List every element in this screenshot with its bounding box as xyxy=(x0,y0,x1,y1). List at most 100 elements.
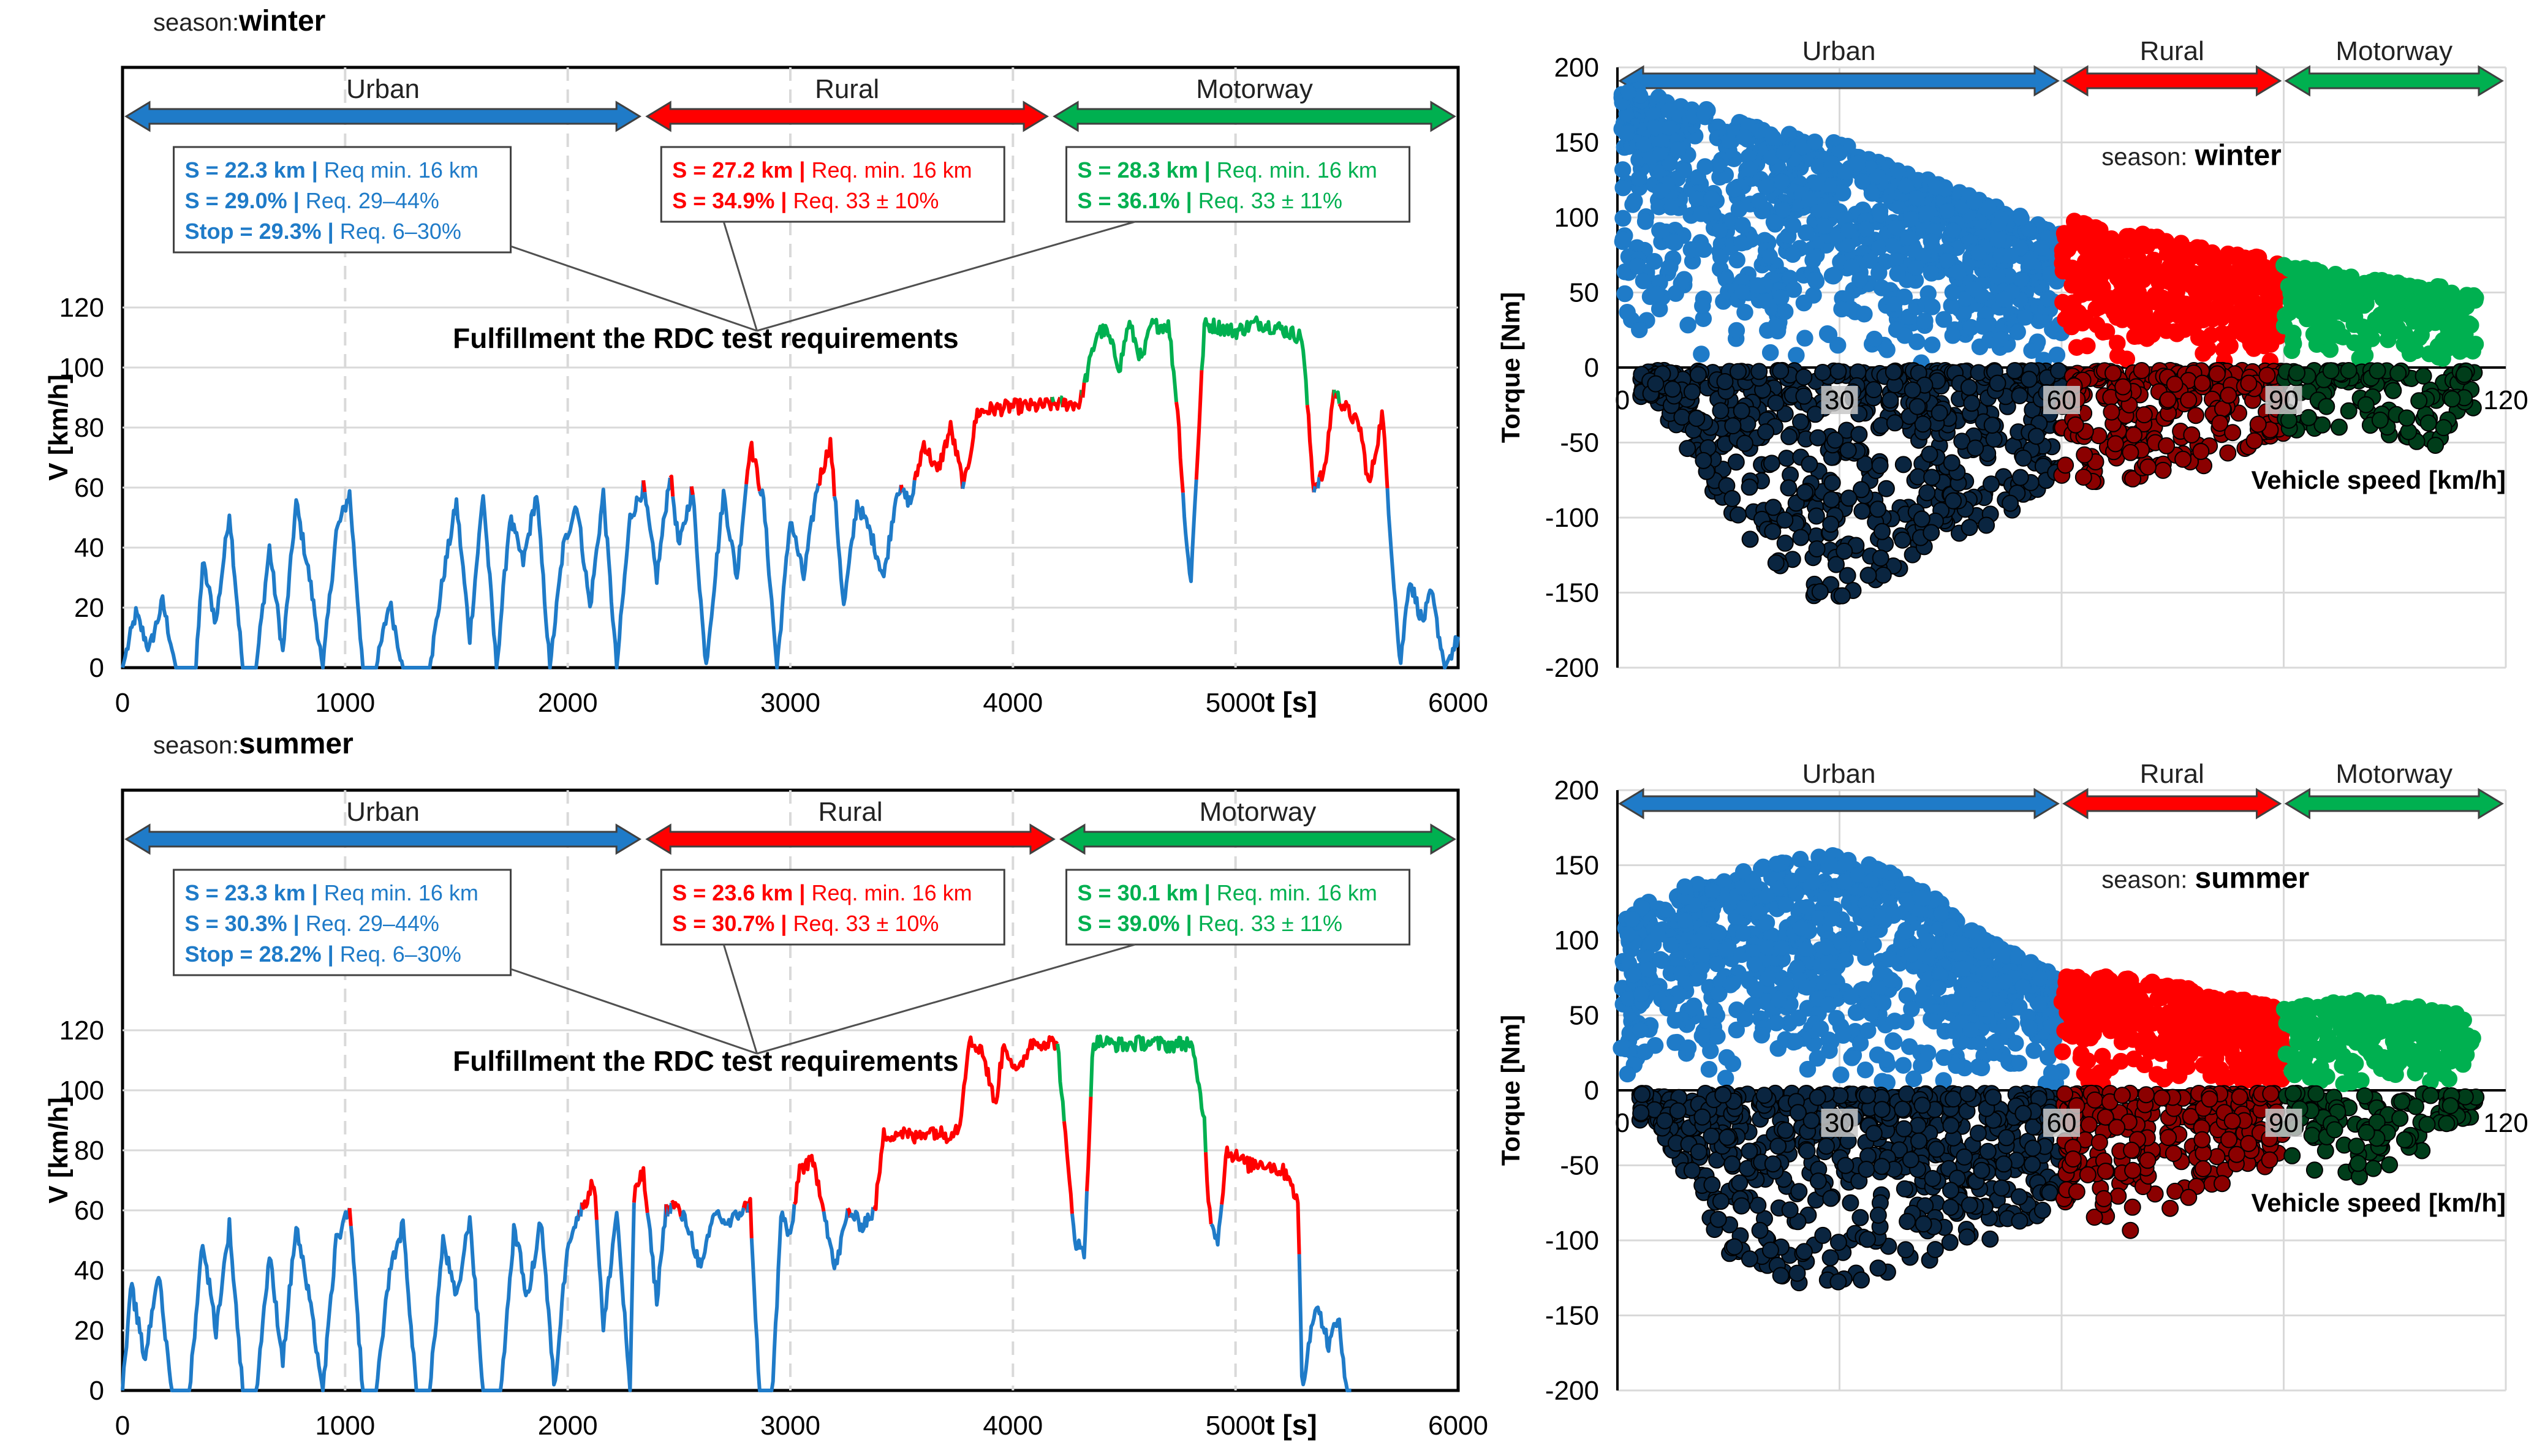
y-tick-label: -100 xyxy=(1545,503,1599,533)
scatter-point-urban xyxy=(1733,234,1750,252)
scatter-point-urban xyxy=(2040,1049,2057,1066)
scatter-point-motorway xyxy=(2367,1011,2384,1028)
scatter-point-urban xyxy=(1871,206,1889,224)
scatter-point-rural-neg xyxy=(2067,416,2084,434)
scatter-point-urban xyxy=(1966,194,1984,211)
annotation-requirement: Req. 33 ± 11% xyxy=(1192,911,1342,936)
annotation-value: S = 39.0% | xyxy=(1078,911,1192,937)
x-tick-label: 30 xyxy=(1825,385,1855,415)
y-tick-label: 100 xyxy=(59,353,104,383)
scatter-point-urban xyxy=(1792,919,1809,937)
scatter-point-urban-neg xyxy=(1853,1271,1870,1289)
scatter-point-urban xyxy=(1844,1049,1861,1066)
scatter-point-urban xyxy=(1734,924,1752,942)
phase-label: Urban xyxy=(1802,759,1876,789)
scatter-point-urban-neg xyxy=(1958,1228,1976,1246)
scatter-point-urban xyxy=(1688,190,1706,208)
scatter-point-motorway xyxy=(2417,1051,2435,1068)
scatter-point-urban-neg xyxy=(2011,1212,2029,1230)
scatter-point-rural-neg xyxy=(2133,362,2150,379)
annotation-line: Stop = 28.2% | Req. 6–30% xyxy=(185,941,461,967)
scatter-point-urban xyxy=(1856,306,1873,323)
scatter-point-urban xyxy=(1646,253,1663,270)
annotation-requirement: Req. 29–44% xyxy=(300,188,439,213)
scatter-point-urban xyxy=(1951,935,1968,952)
scatter-point-urban xyxy=(1807,271,1824,289)
phase-label: Rural xyxy=(2140,759,2204,789)
scatter-point-urban-neg xyxy=(1741,530,1759,548)
scatter-point-rural xyxy=(2112,1052,2130,1070)
annotation-line: S = 27.2 km | Req. min. 16 km xyxy=(672,157,972,183)
scatter-point-motorway xyxy=(2353,1072,2370,1089)
scatter-point-urban xyxy=(1915,889,1932,907)
scatter-point-urban xyxy=(1708,955,1726,973)
scatter-point-motorway xyxy=(2342,268,2360,285)
scatter-point-urban-neg xyxy=(1777,1122,1794,1139)
scatter-point-rural xyxy=(2105,299,2122,316)
scatter-point-motorway xyxy=(2455,1047,2473,1064)
scatter-point-urban-neg xyxy=(1763,455,1780,472)
scatter-point-rural xyxy=(2068,228,2086,246)
speed-trace-segment xyxy=(901,480,917,508)
scatter-point-motorway xyxy=(2433,1004,2450,1021)
scatter-point-rural xyxy=(2169,293,2186,311)
season-name: winter xyxy=(2195,139,2282,172)
scatter-point-urban-neg xyxy=(1874,522,1891,540)
scatter-point-rural xyxy=(2233,256,2250,274)
scatter-point-urban xyxy=(1735,128,1753,146)
y-tick-label: 0 xyxy=(89,653,104,683)
fulfillment-label: Fulfillment the RDC test requirements xyxy=(453,1045,959,1077)
scatter-point-urban-neg xyxy=(1823,474,1841,492)
scatter-point-urban-neg xyxy=(1989,374,2006,392)
scatter-point-urban-neg xyxy=(1904,381,1921,399)
scatter-point-urban-neg xyxy=(1839,442,1857,459)
annotation-value: S = 22.3 km | xyxy=(185,157,318,183)
scatter-point-urban xyxy=(1764,129,1782,146)
y-tick-label: 80 xyxy=(74,413,104,443)
scatter-point-urban-neg xyxy=(1981,1230,1999,1248)
scatter-point-urban-neg xyxy=(1688,410,1706,427)
scatter-point-urban-neg xyxy=(1712,1193,1730,1210)
scatter-point-urban xyxy=(1923,232,1940,250)
scatter-point-rural-neg xyxy=(2208,365,2226,383)
y-tick-label: 60 xyxy=(74,473,104,503)
scatter-point-urban xyxy=(1989,232,2006,249)
scatter-point-urban-neg xyxy=(1885,363,1902,381)
scatter-point-urban-neg xyxy=(1693,1108,1711,1126)
scatter-point-urban xyxy=(1679,316,1696,334)
scatter-point-urban xyxy=(1927,178,1945,195)
scatter-point-urban-neg xyxy=(1751,1221,1769,1239)
annotation-line: S = 30.3% | Req. 29–44% xyxy=(185,911,439,937)
scatter-point-urban xyxy=(1889,162,1907,179)
y-tick-label: 200 xyxy=(1554,53,1599,83)
scatter-point-urban xyxy=(1635,272,1652,290)
scatter-point-rural xyxy=(2103,1001,2120,1019)
scatter-point-urban-neg xyxy=(1923,524,1940,541)
scatter-point-urban xyxy=(2021,1019,2038,1036)
x-tick-label: 3000 xyxy=(760,1411,820,1441)
scatter-point-urban-neg xyxy=(1727,453,1745,471)
scatter-point-motorway xyxy=(2381,1064,2398,1082)
scatter-point-urban xyxy=(1823,155,1840,172)
scatter-point-urban xyxy=(1897,923,1915,940)
scatter-point-urban-neg xyxy=(1814,1226,1832,1244)
speed-trace-segment xyxy=(690,484,749,665)
scatter-point-rural-neg xyxy=(2159,391,2177,409)
x-tick-label: 3000 xyxy=(760,688,820,718)
scatter-point-urban-neg xyxy=(1985,430,2003,448)
scatter-point-motorway-neg xyxy=(2340,402,2358,420)
scatter-point-urban xyxy=(1923,336,1941,353)
scatter-point-urban-neg xyxy=(1924,1170,1942,1187)
scatter-point-urban xyxy=(1916,312,1934,330)
season-label: season: xyxy=(153,732,239,759)
scatter-point-urban xyxy=(1616,285,1633,303)
scatter-point-urban xyxy=(1880,951,1897,968)
scatter-point-urban xyxy=(1954,960,1971,978)
scatter-point-urban xyxy=(1785,281,1802,298)
scatter-point-urban-neg xyxy=(2006,362,2024,380)
y-tick-label: 20 xyxy=(74,1316,104,1346)
y-tick-label: 150 xyxy=(1554,851,1599,881)
scatter-point-rural-neg xyxy=(2193,374,2211,392)
scatter-point-rural xyxy=(2199,255,2217,273)
scatter-point-urban-neg xyxy=(1886,414,1904,432)
